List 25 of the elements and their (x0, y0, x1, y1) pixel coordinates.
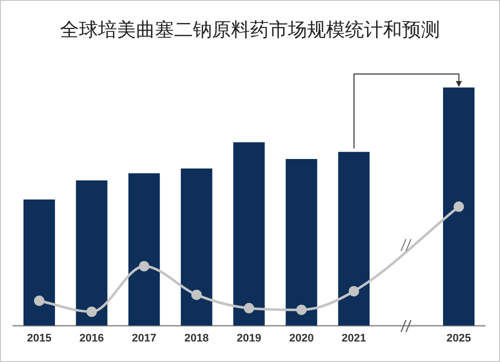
point (244, 302, 254, 314)
bar (286, 158, 318, 326)
x-tick-label: 2015 (26, 332, 52, 344)
point (86, 306, 97, 317)
x-tick-label: 2021 (342, 332, 366, 344)
bar (338, 152, 370, 326)
point (296, 304, 307, 316)
bar (443, 88, 475, 326)
point (138, 260, 150, 272)
point (454, 201, 464, 212)
bar (233, 142, 265, 326)
x-tick-label: 2017 (132, 332, 156, 344)
bar (180, 168, 212, 326)
bar (128, 173, 160, 326)
point (348, 286, 360, 296)
bar (76, 180, 108, 326)
bar (23, 200, 55, 326)
point (191, 290, 202, 300)
point (34, 296, 44, 306)
x-tick-label: 2025 (446, 332, 472, 344)
x-tick-label: 2020 (289, 332, 314, 344)
x-tick-label: 2018 (184, 332, 209, 344)
x-tick-label: 2019 (236, 332, 262, 344)
x-tick-label: 2016 (79, 332, 104, 344)
chart-title: 全球培美曲塞二钠原料药市场规模统计和预测 (59, 18, 441, 43)
